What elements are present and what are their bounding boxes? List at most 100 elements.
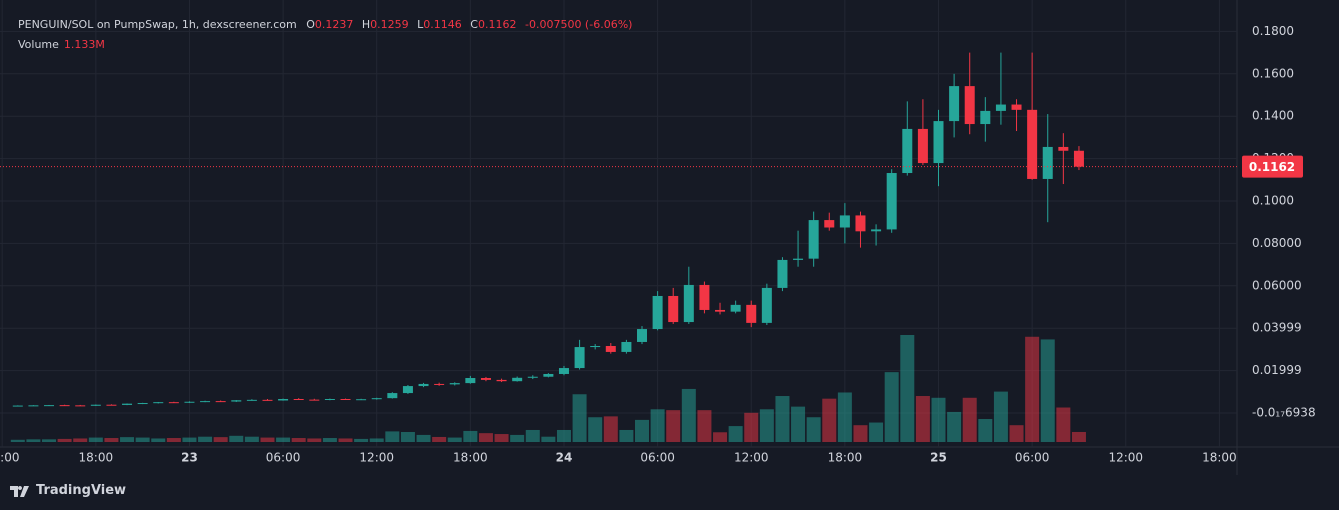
volume-bar (541, 436, 556, 442)
volume-bar (151, 438, 166, 442)
candle-body (434, 383, 445, 385)
candle-body (933, 121, 944, 164)
candle-body (200, 401, 211, 403)
candle-body (839, 215, 850, 228)
volume-bar (1040, 339, 1055, 442)
volume-bar (229, 435, 244, 442)
candle-body (1073, 150, 1084, 167)
candle-body (949, 86, 960, 122)
chart: 12:00 18:00 23 06:00 12:00 18:00 24 06:00 12:00 1… (0, 0, 1339, 475)
volume-bar (447, 437, 462, 442)
volume-bar (120, 437, 135, 442)
volume-bar (26, 439, 41, 442)
volume-bar (822, 398, 837, 442)
volume-bar (978, 419, 993, 442)
x-tick-label: 12:00 (734, 451, 769, 465)
volume-bar (837, 392, 852, 442)
candle-body (1011, 104, 1022, 110)
y-tick-label: 0.1400 (1252, 109, 1294, 123)
volume-bar (869, 422, 884, 442)
volume-bar (1009, 425, 1024, 442)
x-tick-label: 12:00 (0, 451, 19, 465)
candle-body (371, 398, 382, 400)
candle-body (309, 399, 320, 401)
candle-body (184, 401, 195, 403)
volume-bar (369, 438, 384, 442)
candle-body (621, 341, 632, 352)
volume-bar (57, 438, 72, 442)
candle-body (153, 402, 164, 404)
candle-body (90, 404, 101, 406)
volume-bar (884, 372, 899, 442)
volume-bar (666, 410, 681, 442)
candle-body (246, 399, 257, 401)
volume-bar (510, 434, 525, 442)
candle-body (730, 304, 741, 312)
volume-line: Volume 1.133M (18, 35, 637, 55)
candle-body (761, 287, 772, 323)
candle-body (1058, 146, 1069, 151)
candle-body (668, 295, 679, 323)
volume-bar (260, 437, 275, 442)
symbol-title: PENGUIN/SOL on PumpSwap, 1h, dexscreener… (18, 18, 297, 31)
x-tick-label: 18:00 (453, 451, 488, 465)
x-tick-label: 12:00 (359, 451, 394, 465)
last-price-tag (1242, 155, 1303, 178)
volume-bar (1056, 407, 1071, 442)
x-tick-label: 06:00 (266, 451, 301, 465)
candle-body (699, 284, 710, 310)
volume-bar (291, 438, 306, 442)
volume-bar (244, 436, 259, 442)
volume-bar (619, 429, 634, 442)
volume-bar (166, 438, 181, 442)
close-value: 0.1162 (477, 18, 517, 31)
candle-body (59, 405, 70, 407)
candle-body (122, 403, 133, 405)
y-tick-label: 0.1000 (1252, 194, 1294, 208)
volume-bar (915, 396, 930, 442)
volume-bar (198, 436, 213, 442)
volume-bar (416, 434, 431, 442)
ohlc-letter: O (306, 18, 315, 31)
candle-body (590, 346, 601, 348)
x-tick-label: 12:00 (1108, 451, 1143, 465)
volume-bar (322, 438, 337, 442)
volume-bar (432, 436, 447, 442)
candle-body (902, 128, 913, 174)
candle-body (871, 229, 882, 232)
candle-body (402, 386, 413, 394)
low-value: 0.1146 (423, 18, 462, 31)
candle-body (480, 378, 491, 380)
x-tick-label: 25 (930, 451, 947, 465)
y-tick-label: 0.03999 (1252, 321, 1302, 335)
candle-body (637, 329, 648, 342)
volume-bar (354, 438, 369, 442)
candle-body (886, 173, 897, 230)
volume-bar (775, 396, 790, 442)
volume-bar (744, 412, 759, 442)
x-tick-label: 18:00 (828, 451, 863, 465)
candle-body (964, 86, 975, 125)
volume-bar (650, 409, 665, 442)
volume-bar (728, 426, 743, 442)
volume-bar (931, 397, 946, 442)
volume-bar (962, 397, 977, 442)
legend: PENGUIN/SOL on PumpSwap, 1h, dexscreener… (18, 15, 637, 55)
high-value: 0.1259 (370, 18, 409, 31)
ohlc-letter: C (470, 18, 478, 31)
volume-bar (993, 391, 1008, 442)
x-tick-label: 18:00 (79, 451, 114, 465)
candle-body (558, 368, 569, 374)
brand-name: TradingView (36, 483, 127, 498)
volume-bar (1025, 336, 1040, 442)
change: -0.007500 (-6.06%) (524, 18, 633, 31)
candle-body (44, 405, 55, 407)
volume-bar (104, 438, 119, 442)
candle-body (527, 376, 538, 378)
volume-bar (525, 429, 540, 442)
candle-body (995, 104, 1006, 111)
volume-bar (697, 410, 712, 442)
candle-body (1042, 146, 1053, 179)
volume-bar (307, 438, 322, 442)
volume-name: Volume (18, 38, 59, 51)
